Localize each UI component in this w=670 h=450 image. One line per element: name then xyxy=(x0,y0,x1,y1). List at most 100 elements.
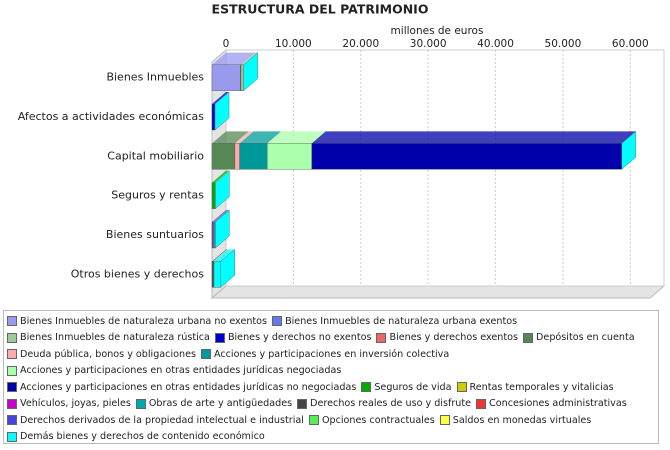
bar-segment xyxy=(211,143,236,170)
bar-top xyxy=(240,52,255,65)
legend-label: Deuda pública, bonos y obligaciones xyxy=(20,348,196,360)
legend-swatch xyxy=(297,398,308,409)
legend-item: Demás bienes y derechos de contenido eco… xyxy=(7,429,265,446)
legend-item: Depósitos en cuenta xyxy=(523,330,635,347)
legend-swatch xyxy=(135,398,146,409)
legend-item: Bienes y derechos exentos xyxy=(376,330,518,347)
x-tick-label: 20.000 xyxy=(342,38,379,50)
legend-swatch xyxy=(7,332,17,343)
bar-segment xyxy=(240,64,244,91)
bar-top xyxy=(212,52,255,65)
chart: ESTRUCTURA DEL PATRIMONIO millones de eu… xyxy=(18,2,666,300)
legend-swatch xyxy=(308,415,319,426)
bar-segment xyxy=(211,103,215,131)
legend-item: Saldos en monedas virtuales xyxy=(439,412,592,429)
legend: Bienes Inmuebles de naturaleza urbana no… xyxy=(3,310,659,444)
legend-item: Derechos reales de uso y disfrute xyxy=(297,396,471,413)
x-tick-label: 60.000 xyxy=(612,38,649,50)
bar-end xyxy=(243,52,258,92)
bar-segment xyxy=(211,221,214,249)
y-tick-label: Capital mobiliario xyxy=(107,149,204,162)
legend-swatch xyxy=(7,398,17,409)
bar-segment xyxy=(234,143,240,170)
legend-item: Acciones y participaciones en otras enti… xyxy=(7,363,341,380)
bar-top xyxy=(267,131,326,144)
legend-swatch xyxy=(523,332,534,343)
bar-top xyxy=(213,249,229,262)
legend-swatch xyxy=(376,332,387,343)
legend-item: Bienes y derechos no exentos xyxy=(214,330,372,347)
legend-swatch xyxy=(476,398,487,409)
bar-top xyxy=(213,210,230,222)
legend-label: Depósitos en cuenta xyxy=(536,332,635,344)
bar-segment xyxy=(213,261,221,288)
legend-label: Acciones y participaciones en inversión … xyxy=(213,348,450,360)
legend-item: Acciones y participaciones en otras enti… xyxy=(7,379,356,396)
y-tick-label: Otros bienes y derechos xyxy=(71,267,205,280)
bar-end xyxy=(220,248,235,288)
bar-top xyxy=(213,249,228,262)
legend-label: Bienes y derechos no exentos xyxy=(227,332,372,344)
bar-top xyxy=(212,131,249,144)
bar-top xyxy=(213,249,228,262)
legend-swatch xyxy=(200,349,211,360)
bar-top xyxy=(214,249,235,262)
bar-end xyxy=(215,170,230,210)
legend-label: Bienes y derechos exentos xyxy=(389,332,519,344)
chart-title: ESTRUCTURA DEL PATRIMONIO xyxy=(212,2,429,17)
legend-swatch xyxy=(7,349,17,360)
legend-swatch xyxy=(272,316,283,327)
x-tick-label: 40.000 xyxy=(477,38,514,50)
bar-segment xyxy=(211,182,215,209)
bar-top xyxy=(212,92,229,104)
bar-top xyxy=(311,131,636,144)
legend-swatch xyxy=(7,431,17,442)
bar-top xyxy=(212,210,228,222)
legend-swatch xyxy=(361,382,372,393)
legend-item: Bienes Inmuebles de naturaleza rústica xyxy=(7,330,210,347)
bar-end xyxy=(621,130,636,170)
legend-item: Seguros de vida xyxy=(361,379,452,396)
x-axis-label: millones de euros xyxy=(391,25,484,37)
legend-item: Acciones y participaciones en inversión … xyxy=(200,346,450,363)
legend-swatch xyxy=(7,415,17,426)
x-tick-label: 30.000 xyxy=(410,38,447,50)
legend-label: Bienes Inmuebles de naturaleza urbana no… xyxy=(20,315,268,327)
legend-label: Obras de arte y antigüedades xyxy=(148,398,293,410)
legend-item: Bienes Inmuebles de naturaleza urbana no… xyxy=(7,313,267,330)
legend-swatch xyxy=(7,382,17,393)
legend-label: Acciones y participaciones en otras enti… xyxy=(20,365,342,377)
legend-item: Obras de arte y antigüedades xyxy=(135,396,293,413)
bar-top xyxy=(212,249,227,262)
legend-label: Rentas temporales y vitalicias xyxy=(469,381,614,393)
x-tick-label: 0 xyxy=(223,38,230,50)
legend-label: Opciones contractuales xyxy=(321,414,435,426)
legend-item: Vehículos, joyas, pieles xyxy=(7,396,131,413)
legend-label: Saldos en monedas virtuales xyxy=(452,414,592,426)
legend-label: Derechos derivados de la propiedad intel… xyxy=(20,414,304,426)
y-tick-label: Seguros y rentas xyxy=(111,189,204,202)
x-tick-label: 50.000 xyxy=(545,38,582,50)
legend-swatch xyxy=(7,365,17,376)
legend-swatch xyxy=(7,316,17,327)
y-tick-label: Bienes suntuarios xyxy=(106,228,204,241)
bar-top xyxy=(239,131,282,144)
bar-top xyxy=(240,52,258,65)
bar-segment xyxy=(267,143,312,170)
bar-top xyxy=(212,170,229,183)
legend-item: Concesiones administrativas xyxy=(476,396,627,413)
legend-item: Rentas temporales y vitalicias xyxy=(456,379,614,396)
bar-top xyxy=(212,249,228,262)
legend-swatch xyxy=(439,415,450,426)
legend-item: Derechos derivados de la propiedad intel… xyxy=(7,412,304,429)
bar-end xyxy=(215,209,230,249)
legend-label: Demás bienes y derechos de contenido eco… xyxy=(20,431,265,443)
bar-segment xyxy=(239,143,268,170)
legend-label: Bienes Inmuebles de naturaleza urbana ex… xyxy=(285,315,518,327)
legend-item: Deuda pública, bonos y obligaciones xyxy=(7,346,196,363)
bar-segment xyxy=(311,143,622,170)
legend-label: Acciones y participaciones en otras enti… xyxy=(20,381,357,393)
legend-label: Derechos reales de uso y disfrute xyxy=(310,398,472,410)
legend-label: Seguros de vida xyxy=(374,381,452,393)
